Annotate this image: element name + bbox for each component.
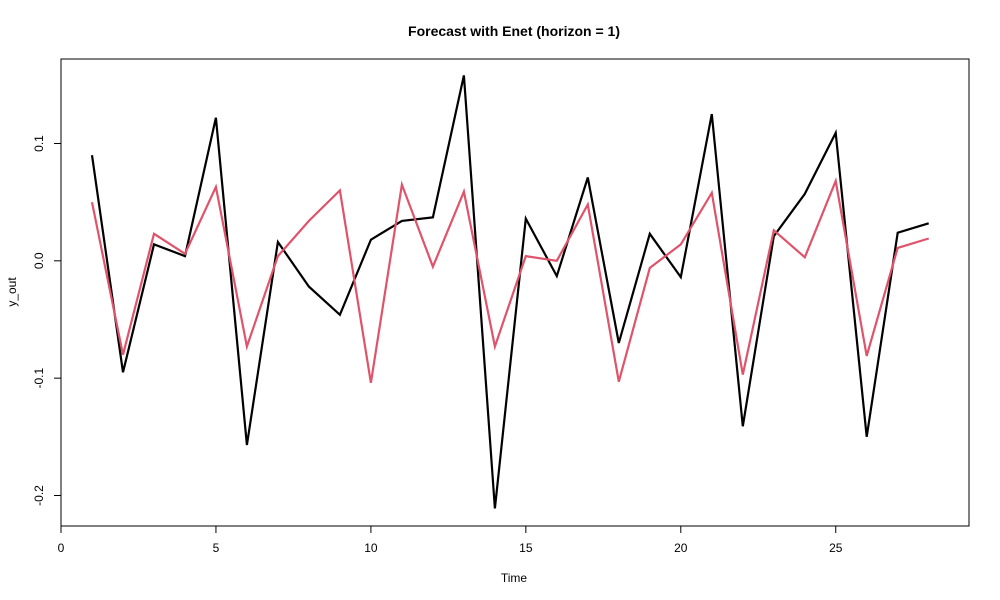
plot-frame (60, 58, 970, 527)
y-axis: -0.2 -0.1 0.0 0.1 (32, 135, 62, 506)
x-tick-label: 0 (58, 541, 65, 555)
x-tick-label: 10 (364, 541, 378, 555)
series-line-1 (90, 75, 930, 509)
x-tick-label: 25 (829, 541, 843, 555)
x-axis-label: Time (501, 571, 528, 585)
x-tick-label: 15 (519, 541, 533, 555)
x-axis: 0 5 10 15 20 25 (58, 525, 843, 555)
chart-title: Forecast with Enet (horizon = 1) (408, 23, 620, 39)
y-axis-label: y_out (5, 277, 19, 307)
y-tick-label: 0.1 (32, 135, 46, 152)
series-line-2 (90, 177, 930, 383)
y-tick-label: -0.2 (32, 485, 46, 506)
y-tick-label: 0.0 (32, 252, 46, 269)
x-tick-label: 5 (213, 541, 220, 555)
y-tick-label: -0.1 (32, 367, 46, 388)
series-layer (90, 75, 930, 509)
x-tick-label: 20 (674, 541, 688, 555)
